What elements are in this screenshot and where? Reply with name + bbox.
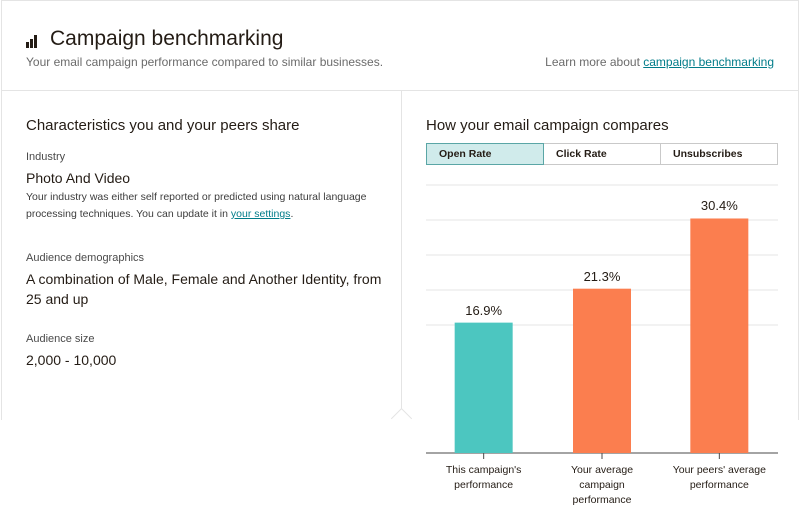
industry-value: Photo And Video — [26, 170, 131, 186]
characteristics-heading: Characteristics you and your peers share — [26, 117, 300, 134]
metric-tabs: Open Rate Click Rate Unsubscribes — [426, 143, 778, 165]
page-subtitle: Your email campaign performance compared… — [26, 55, 384, 69]
x-tick-label: This campaign's performance — [434, 463, 534, 493]
panel-notch — [390, 407, 413, 430]
bar-value-label: 30.4% — [700, 198, 738, 214]
x-tick-label-line: performance — [454, 479, 514, 491]
bar-3[interactable] — [690, 218, 749, 453]
learn-more-prefix: Learn more about — [545, 55, 640, 69]
x-tick-label-line: performance — [572, 494, 632, 506]
x-tick-label-line: performance — [689, 479, 749, 491]
panel-header: Campaign benchmarking Your email campaig… — [2, 1, 798, 91]
tab-open-rate[interactable]: Open Rate — [426, 143, 544, 165]
comparison-heading: How your email campaign compares — [426, 117, 669, 134]
bar-value-label: 16.9% — [465, 302, 503, 318]
learn-more: Learn more about campaign benchmarking — [545, 55, 774, 69]
demographics-label: Audience demographics — [26, 252, 145, 264]
tab-click-rate[interactable]: Click Rate — [544, 143, 661, 165]
x-tick-label: Your average campaign performance — [552, 463, 652, 508]
industry-description-suffix: . — [290, 208, 294, 220]
bar-2[interactable] — [573, 288, 631, 453]
tab-unsubscribes[interactable]: Unsubscribes — [661, 143, 778, 165]
x-tick-label-line: Your peers' average — [672, 464, 766, 476]
industry-label: Industry — [26, 151, 66, 163]
chart-svg — [426, 184, 778, 459]
demographics-value: A combination of Male, Female and Anothe… — [26, 271, 382, 307]
x-tick-label: Your peers' average performance — [669, 463, 769, 493]
x-tick-label-line: This campaign's — [445, 464, 522, 476]
bar-chart-icon — [26, 34, 40, 48]
campaign-benchmarking-link[interactable]: campaign benchmarking — [643, 55, 774, 69]
bar-value-label: 21.3% — [583, 268, 621, 284]
bar-1[interactable] — [454, 322, 513, 453]
page-title: Campaign benchmarking — [50, 27, 284, 50]
title-row: Campaign benchmarking — [26, 27, 283, 51]
open-rate-chart: 16.9% This campaign's performance 21.3% Your… — [426, 183, 778, 506]
audience-size-value: 2,000 - 10,000 — [26, 352, 117, 368]
industry-description-text: Your industry was either self reported o… — [26, 191, 367, 220]
your-settings-link[interactable]: your settings — [230, 208, 291, 220]
audience-size-label: Audience size — [26, 333, 95, 345]
column-divider — [401, 91, 402, 421]
x-tick-label-line: Your average campaign — [570, 464, 634, 491]
industry-description: Your industry was either self reported o… — [26, 189, 396, 223]
